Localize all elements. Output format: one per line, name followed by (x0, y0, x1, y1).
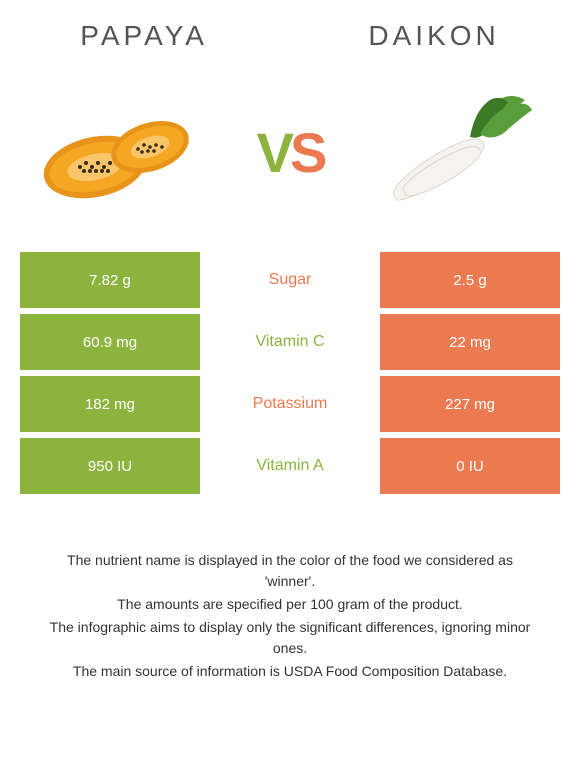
nutrient-label: Vitamin C (200, 314, 380, 370)
right-value: 0 IU (380, 438, 560, 494)
papaya-icon (40, 97, 200, 207)
table-row: 950 IU Vitamin A 0 IU (20, 438, 560, 494)
footnotes: The nutrient name is displayed in the co… (0, 500, 580, 704)
vs-label: VS (257, 120, 324, 185)
right-value: 227 mg (380, 376, 560, 432)
right-food-title: DAIKON (368, 20, 499, 52)
footnote-line: The infographic aims to display only the… (40, 617, 540, 659)
nutrient-label: Potassium (200, 376, 380, 432)
right-value: 22 mg (380, 314, 560, 370)
footnote-line: The main source of information is USDA F… (40, 661, 540, 682)
left-value: 7.82 g (20, 252, 200, 308)
left-food-title: PAPAYA (80, 20, 208, 52)
daikon-icon (380, 92, 540, 212)
nutrient-label: Vitamin A (200, 438, 380, 494)
right-value: 2.5 g (380, 252, 560, 308)
table-row: 60.9 mg Vitamin C 22 mg (20, 314, 560, 370)
vs-v-letter: V (257, 121, 290, 184)
papaya-image (40, 92, 200, 212)
footnote-line: The amounts are specified per 100 gram o… (40, 594, 540, 615)
footnote-line: The nutrient name is displayed in the co… (40, 550, 540, 592)
vs-row: VS (0, 62, 580, 252)
vs-s-letter: S (290, 121, 323, 184)
nutrient-label: Sugar (200, 252, 380, 308)
left-value: 60.9 mg (20, 314, 200, 370)
table-row: 182 mg Potassium 227 mg (20, 376, 560, 432)
nutrient-table: 7.82 g Sugar 2.5 g 60.9 mg Vitamin C 22 … (0, 252, 580, 494)
table-row: 7.82 g Sugar 2.5 g (20, 252, 560, 308)
header: PAPAYA DAIKON (0, 0, 580, 62)
daikon-image (380, 92, 540, 212)
left-value: 182 mg (20, 376, 200, 432)
left-value: 950 IU (20, 438, 200, 494)
